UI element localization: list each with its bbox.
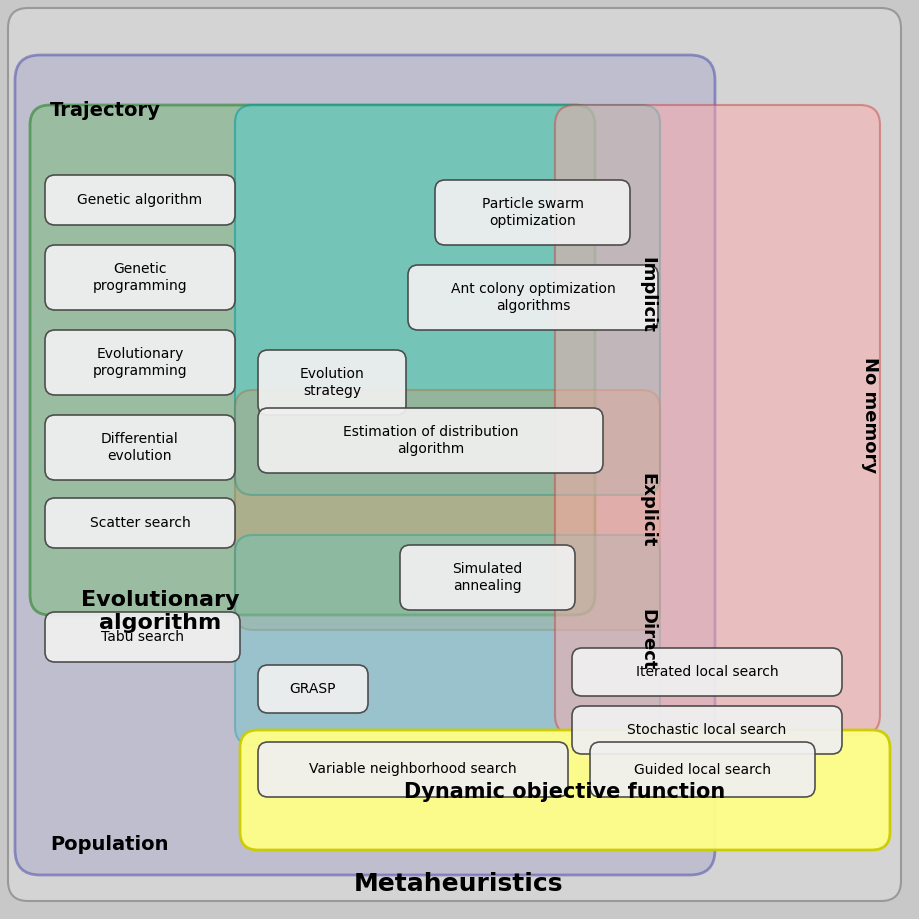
Text: No memory: No memory	[861, 357, 879, 473]
Text: Direct: Direct	[638, 609, 656, 671]
FancyBboxPatch shape	[8, 8, 901, 901]
Text: Explicit: Explicit	[638, 472, 656, 547]
Text: GRASP: GRASP	[289, 682, 336, 696]
Text: Trajectory: Trajectory	[50, 100, 161, 119]
FancyBboxPatch shape	[45, 612, 240, 662]
FancyBboxPatch shape	[45, 245, 235, 310]
Text: Dynamic objective function: Dynamic objective function	[404, 782, 726, 802]
FancyBboxPatch shape	[45, 498, 235, 548]
FancyBboxPatch shape	[408, 265, 658, 330]
FancyBboxPatch shape	[240, 730, 890, 850]
FancyBboxPatch shape	[572, 706, 842, 754]
Text: Metaheuristics: Metaheuristics	[354, 872, 563, 896]
Text: Guided local search: Guided local search	[634, 763, 771, 777]
Text: Estimation of distribution
algorithm: Estimation of distribution algorithm	[343, 425, 518, 456]
FancyBboxPatch shape	[435, 180, 630, 245]
FancyBboxPatch shape	[258, 665, 368, 713]
Text: Simulated
annealing: Simulated annealing	[452, 562, 523, 593]
FancyBboxPatch shape	[45, 415, 235, 480]
FancyBboxPatch shape	[258, 350, 406, 415]
FancyBboxPatch shape	[258, 742, 568, 797]
Text: Iterated local search: Iterated local search	[636, 665, 778, 679]
FancyBboxPatch shape	[235, 390, 660, 630]
Text: Differential
evolution: Differential evolution	[101, 432, 179, 463]
FancyBboxPatch shape	[45, 330, 235, 395]
FancyBboxPatch shape	[572, 648, 842, 696]
Text: Particle swarm
optimization: Particle swarm optimization	[482, 197, 584, 228]
FancyBboxPatch shape	[235, 105, 660, 495]
FancyBboxPatch shape	[400, 545, 575, 610]
Text: Evolution
strategy: Evolution strategy	[300, 367, 364, 398]
FancyBboxPatch shape	[45, 175, 235, 225]
Text: Population: Population	[50, 835, 168, 854]
FancyBboxPatch shape	[555, 105, 880, 735]
Text: Ant colony optimization
algorithms: Ant colony optimization algorithms	[450, 282, 616, 312]
Text: Genetic
programming: Genetic programming	[93, 262, 187, 293]
FancyBboxPatch shape	[590, 742, 815, 797]
Text: Implicit: Implicit	[638, 257, 656, 333]
Text: Evolutionary
programming: Evolutionary programming	[93, 347, 187, 378]
Text: Tabu search: Tabu search	[101, 630, 184, 644]
FancyBboxPatch shape	[258, 408, 603, 473]
Text: Variable neighborhood search: Variable neighborhood search	[309, 763, 516, 777]
Text: Scatter search: Scatter search	[90, 516, 190, 530]
Text: Stochastic local search: Stochastic local search	[628, 723, 787, 737]
FancyBboxPatch shape	[30, 105, 595, 615]
Text: Genetic algorithm: Genetic algorithm	[77, 193, 202, 207]
FancyBboxPatch shape	[235, 535, 660, 745]
Text: Evolutionary
algorithm: Evolutionary algorithm	[81, 590, 239, 633]
FancyBboxPatch shape	[15, 55, 715, 875]
